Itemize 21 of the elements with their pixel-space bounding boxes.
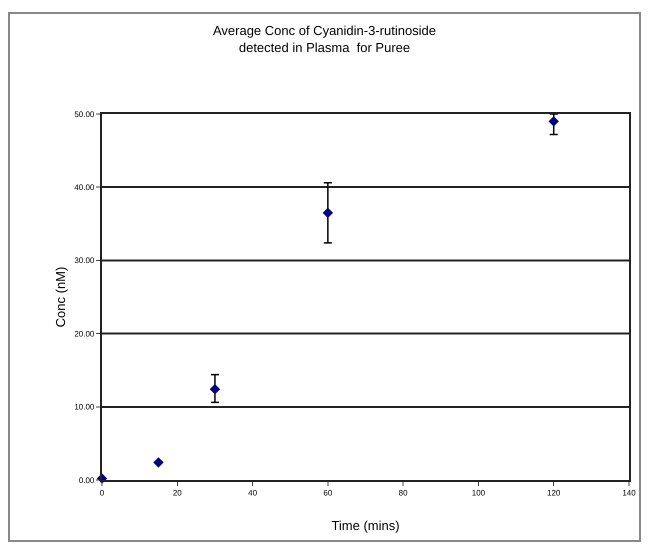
point (548, 116, 559, 127)
x-tick-label: 140 (622, 488, 636, 498)
y-axis-title: Conc (nM) (53, 266, 68, 328)
y-tick-label: 40.00 (74, 183, 95, 192)
x-tick-label: 0 (100, 488, 105, 498)
x-tick-label: 80 (398, 488, 408, 498)
y-tick-label: 30.00 (74, 256, 95, 266)
x-axis-title: Time (mins) (331, 518, 400, 533)
point (153, 457, 164, 468)
x-tick-label: 100 (472, 488, 486, 498)
y-tick-label: 50.00 (74, 110, 95, 119)
x-tick-label: 60 (323, 488, 333, 498)
x-tick-label: 20 (172, 488, 182, 498)
point (210, 384, 220, 394)
point (322, 208, 334, 218)
x-tick-label: 40 (248, 488, 258, 498)
y-tick-label: 0.00 (78, 476, 95, 485)
chart-title: Average Conc of Cyanidin-3-rutinoside detected in Plasma for Puree (212, 23, 436, 55)
y-tick-label: 10.00 (74, 402, 95, 412)
x-tick-label: 120 (547, 488, 561, 498)
y-tick-label: 20.00 (74, 329, 95, 338)
